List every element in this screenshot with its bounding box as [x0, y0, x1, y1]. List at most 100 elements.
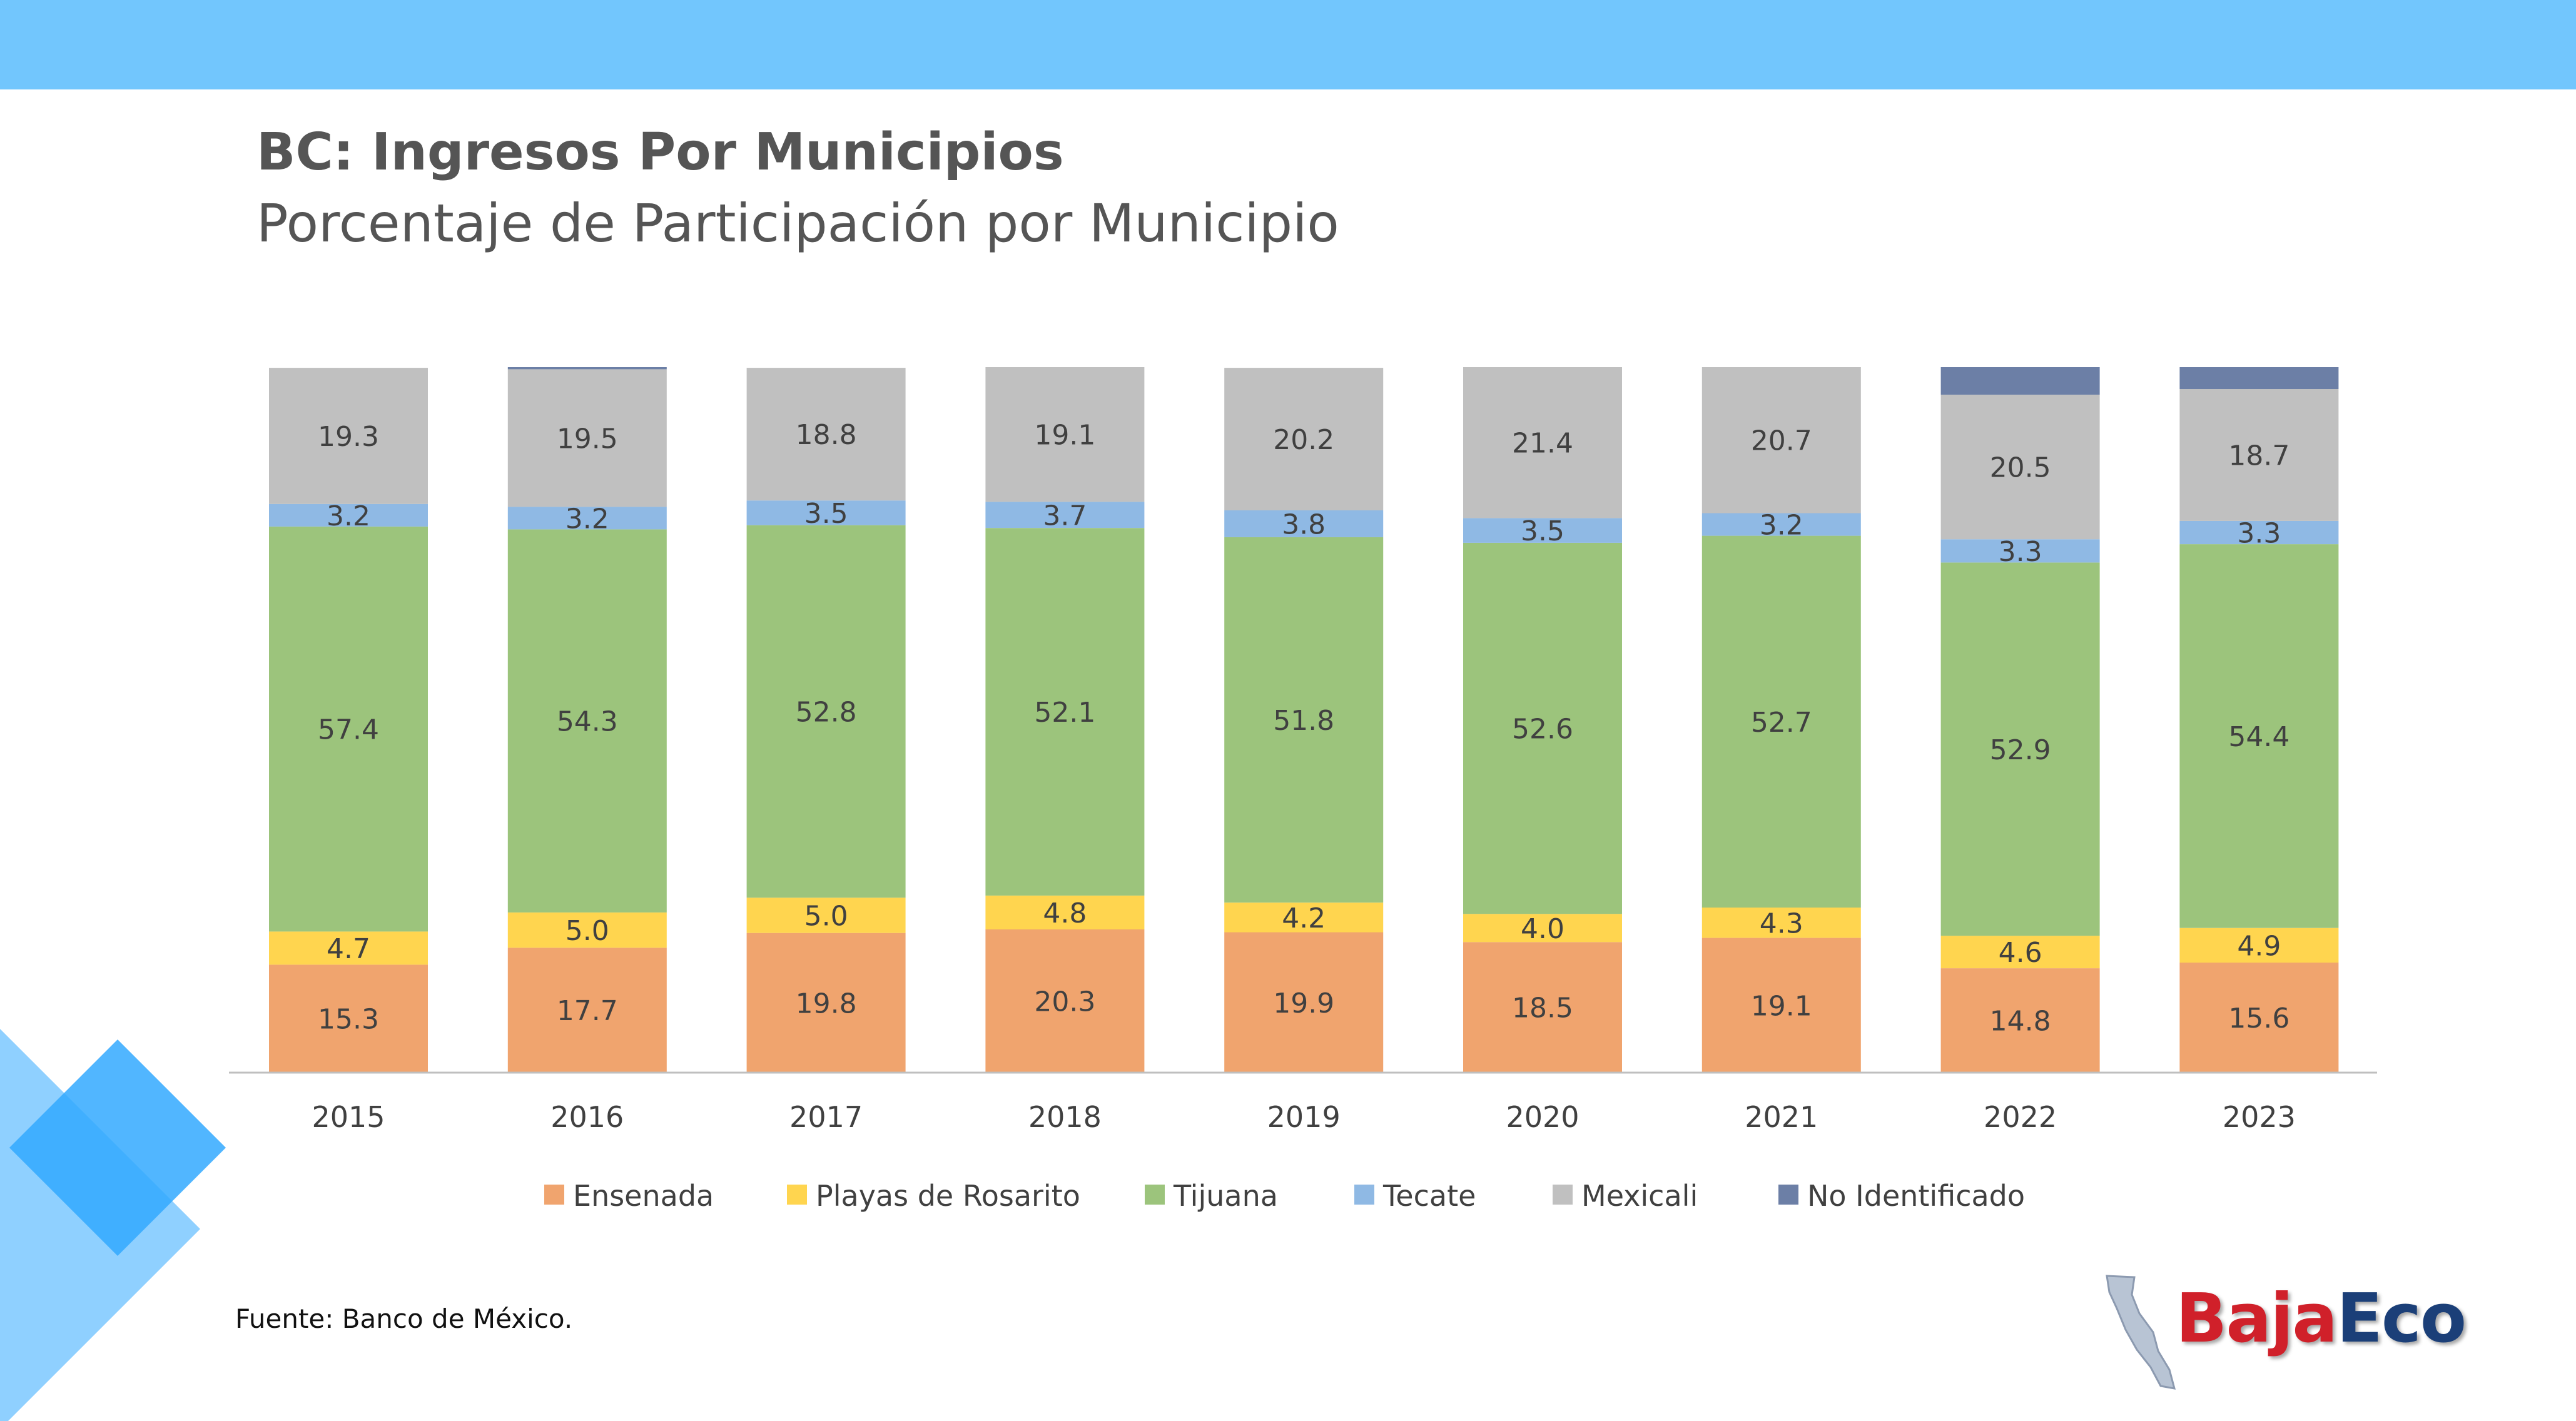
legend-label: Tijuana: [1173, 1179, 1278, 1213]
bar-segment-2017-ensenada: [746, 933, 906, 1073]
legend-swatch: [1553, 1185, 1573, 1205]
legend-swatch: [1354, 1185, 1374, 1205]
bar-segment-2023-mexicali: [2179, 389, 2339, 521]
bar-segment-2018-playas-de-rosarito: [985, 895, 1145, 929]
data-label: 17.7: [557, 995, 618, 1027]
baja-california-map-icon: [2106, 1275, 2176, 1390]
bar-segment-2017-playas-de-rosarito: [746, 898, 906, 933]
page-title: BC: Ingresos Por Municipios: [256, 123, 1064, 182]
bar-segment-2018-mexicali: [985, 367, 1145, 502]
data-label: 3.7: [1043, 500, 1087, 532]
data-label: 54.3: [557, 706, 618, 738]
bar-segment-2019-tecate: [1224, 510, 1384, 537]
x-tick-label: 2023: [2223, 1100, 2296, 1134]
data-label: 21.4: [1512, 428, 1573, 460]
data-label: 19.5: [557, 423, 618, 455]
source-note: Fuente: Banco de México.: [235, 1303, 573, 1334]
bar-segment-2023-tijuana: [2179, 544, 2339, 928]
x-tick-label: 2019: [1267, 1100, 1341, 1134]
bar-segment-2023-no-identificado: [2179, 367, 2339, 389]
data-label: 3.5: [1521, 515, 1564, 547]
legend-label: Playas de Rosarito: [816, 1179, 1080, 1213]
data-label: 5.0: [565, 915, 609, 947]
data-label: 4.7: [327, 933, 370, 965]
data-label: 4.0: [1521, 913, 1564, 945]
data-label: 19.9: [1273, 988, 1334, 1019]
logo-wordmark: BajaEco: [2176, 1280, 2467, 1358]
top-banner: [0, 0, 2576, 89]
bar-segment-2015-ensenada: [269, 964, 428, 1073]
bar-segment-2021-tecate: [1701, 513, 1861, 536]
x-tick-label: 2022: [1984, 1100, 2057, 1134]
bar-segment-2021-tijuana: [1701, 535, 1861, 908]
bar-segment-2018-tecate: [985, 502, 1145, 528]
bar-segment-2019-mexicali: [1224, 368, 1384, 510]
bar-segment-2020-mexicali: [1463, 367, 1622, 518]
bar-segment-2016-mexicali: [507, 369, 667, 507]
x-tick-label: 2017: [789, 1100, 863, 1134]
data-label: 19.1: [1034, 420, 1095, 452]
legend-label: Ensenada: [573, 1179, 714, 1213]
data-label: 4.3: [1760, 908, 1803, 939]
data-label: 3.2: [565, 503, 609, 535]
bar-segment-2017-tijuana: [746, 525, 906, 898]
bar-segment-2020-playas-de-rosarito: [1463, 914, 1622, 943]
data-label: 3.3: [2237, 518, 2281, 550]
data-label: 51.8: [1273, 705, 1334, 737]
bar-segment-2021-mexicali: [1701, 367, 1861, 513]
bar-segment-2017-mexicali: [746, 368, 906, 501]
data-label: 57.4: [318, 714, 379, 746]
bar-segment-2015-tecate: [269, 503, 428, 527]
legend-swatch: [1778, 1185, 1798, 1205]
legend-label: Tecate: [1382, 1179, 1476, 1213]
data-label: 3.2: [327, 500, 370, 532]
data-label: 15.6: [2228, 1003, 2289, 1034]
bar-segment-2023-ensenada: [2179, 963, 2339, 1073]
bar-segment-2020-ensenada: [1463, 942, 1622, 1073]
bar-segment-2020-tecate: [1463, 518, 1622, 543]
bar-segment-2016-ensenada: [507, 948, 667, 1073]
bar-segment-2016-no-identificado: [507, 367, 667, 370]
x-tick-label: 2016: [550, 1100, 624, 1134]
bar-segment-2016-playas-de-rosarito: [507, 912, 667, 948]
bar-segment-2016-tecate: [507, 507, 667, 530]
data-label: 4.9: [2237, 930, 2281, 962]
x-tick-label: 2018: [1028, 1100, 1102, 1134]
decorative-diamonds: [0, 1029, 226, 1421]
legend-label: No Identificado: [1807, 1179, 2025, 1213]
data-label: 14.8: [1990, 1006, 2051, 1038]
data-label: 5.0: [804, 901, 848, 933]
data-label: 15.3: [318, 1004, 379, 1036]
x-tick-label: 2015: [312, 1100, 385, 1134]
data-label: 20.5: [1990, 452, 2051, 484]
data-label: 19.1: [1751, 990, 1812, 1022]
data-label: 20.7: [1751, 425, 1812, 457]
bar-segment-2022-mexicali: [1940, 395, 2100, 540]
data-label: 52.1: [1034, 697, 1095, 729]
data-label: 4.6: [1999, 937, 2042, 969]
bar-segment-2022-tecate: [1940, 539, 2100, 563]
data-label: 52.6: [1512, 714, 1573, 746]
page-subtitle: Porcentaje de Participación por Municipi…: [256, 193, 1339, 254]
bar-segment-2019-playas-de-rosarito: [1224, 903, 1384, 933]
data-label: 18.5: [1512, 993, 1573, 1024]
data-label: 18.8: [796, 419, 857, 451]
bar-segment-2015-playas-de-rosarito: [269, 931, 428, 965]
data-label: 20.3: [1034, 986, 1095, 1018]
data-label: 18.7: [2228, 440, 2289, 472]
data-label: 54.4: [2228, 721, 2289, 753]
data-label: 19.3: [318, 421, 379, 453]
data-label: 3.2: [1760, 510, 1803, 542]
bar-segment-2023-playas-de-rosarito: [2179, 928, 2339, 963]
x-tick-label: 2021: [1745, 1100, 1818, 1134]
bar-segment-2015-mexicali: [269, 368, 428, 504]
data-label: 3.8: [1282, 508, 1326, 540]
bar-segment-2020-tijuana: [1463, 542, 1622, 914]
legend-label: Mexicali: [1581, 1179, 1698, 1213]
legend-swatch: [1145, 1185, 1165, 1205]
bar-segment-2019-tijuana: [1224, 537, 1384, 903]
data-label: 3.3: [1999, 536, 2042, 568]
bar-segment-2022-no-identificado: [1940, 367, 2100, 395]
data-label: 3.5: [804, 498, 848, 530]
logo-baja-text: Baja: [2176, 1280, 2338, 1358]
